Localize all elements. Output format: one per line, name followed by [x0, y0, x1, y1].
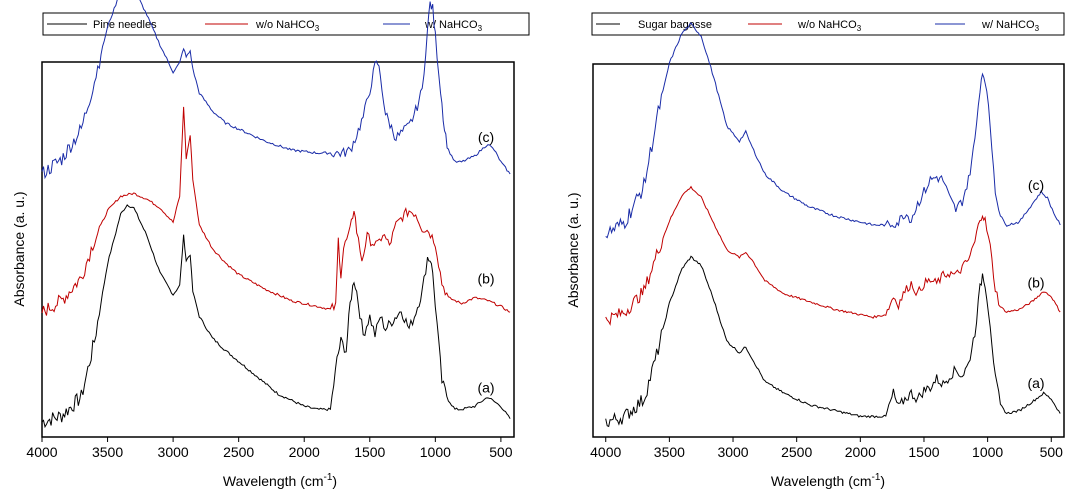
right-series-line-b [605, 185, 1061, 326]
left-curve-label-c: (c) [478, 129, 494, 145]
right-legend-label-c: w/ NaHCO3 [981, 19, 1040, 33]
left-y-axis-label: Absorbance (a. u.) [11, 191, 27, 306]
left-series-line-b [41, 106, 511, 316]
left-plot-frame [41, 61, 515, 438]
right-legend: Sugar bagasse w/o NaHCO3 w/ NaHCO3 [591, 12, 1065, 36]
right-plot-frame [592, 63, 1065, 438]
left-x-tick-label-1000: 1000 [420, 444, 451, 460]
right-y-axis-label: Absorbance (a. u.) [565, 192, 581, 307]
right-plot-series: (a) (b) (c) [605, 22, 1061, 428]
right-series-line-c [605, 22, 1061, 239]
left-curve-label-a: (a) [477, 379, 494, 395]
left-series-line-c [41, 0, 511, 180]
left-legend-label-a: Pine needles [93, 19, 157, 31]
left-x-tick-label-2000: 2000 [289, 444, 320, 460]
right-legend-box [591, 12, 1065, 36]
right-legend-label-a: Sugar bagasse [638, 19, 712, 31]
left-plot-series: (a) (b) (c) [41, 0, 511, 429]
left-x-tick-label-2500: 2500 [223, 444, 254, 460]
right-legend-label-b: w/o NaHCO3 [797, 19, 862, 33]
right-panel: Sugar bagasse w/o NaHCO3 w/ NaHCO3 (a) (b… [565, 12, 1065, 489]
left-x-axis-label: Wavelength (cm-1) [223, 472, 337, 489]
right-x-tick-label-3500: 3500 [654, 444, 685, 460]
left-x-ticks: 4000 3500 3000 2500 2000 1500 1000 500 [26, 437, 513, 460]
left-legend-label-c: w/ NaHCO3 [424, 19, 483, 33]
right-series-line-a [605, 255, 1061, 428]
right-x-ticks: 4000 3500 3000 2500 2000 1500 1000 500 [590, 437, 1063, 460]
left-legend-label-b: w/o NaHCO3 [255, 19, 320, 33]
left-legend: Pine needles w/o NaHCO3 w/ NaHCO3 [42, 12, 530, 36]
right-x-tick-label-500: 500 [1040, 444, 1064, 460]
left-series-line-a [41, 204, 511, 429]
right-x-tick-label-3000: 3000 [717, 444, 748, 460]
right-x-tick-label-2500: 2500 [781, 444, 812, 460]
left-x-tick-label-3000: 3000 [158, 444, 189, 460]
right-x-tick-label-1000: 1000 [972, 444, 1003, 460]
left-x-tick-label-3500: 3500 [92, 444, 123, 460]
left-x-tick-label-1500: 1500 [354, 444, 385, 460]
right-curve-label-a: (a) [1027, 375, 1044, 391]
right-x-tick-label-2000: 2000 [845, 444, 876, 460]
left-x-tick-label-500: 500 [489, 444, 513, 460]
right-x-tick-label-4000: 4000 [590, 444, 621, 460]
right-x-axis-label: Wavelength (cm-1) [771, 472, 885, 489]
right-curve-label-b: (b) [1027, 275, 1044, 291]
right-curve-label-c: (c) [1028, 177, 1044, 193]
left-panel: Pine needles w/o NaHCO3 w/ NaHCO3 (a) (b)… [11, 0, 530, 489]
right-x-tick-label-1500: 1500 [908, 444, 939, 460]
left-legend-box [42, 12, 530, 36]
left-curve-label-b: (b) [477, 271, 494, 287]
left-x-tick-label-4000: 4000 [26, 444, 57, 460]
